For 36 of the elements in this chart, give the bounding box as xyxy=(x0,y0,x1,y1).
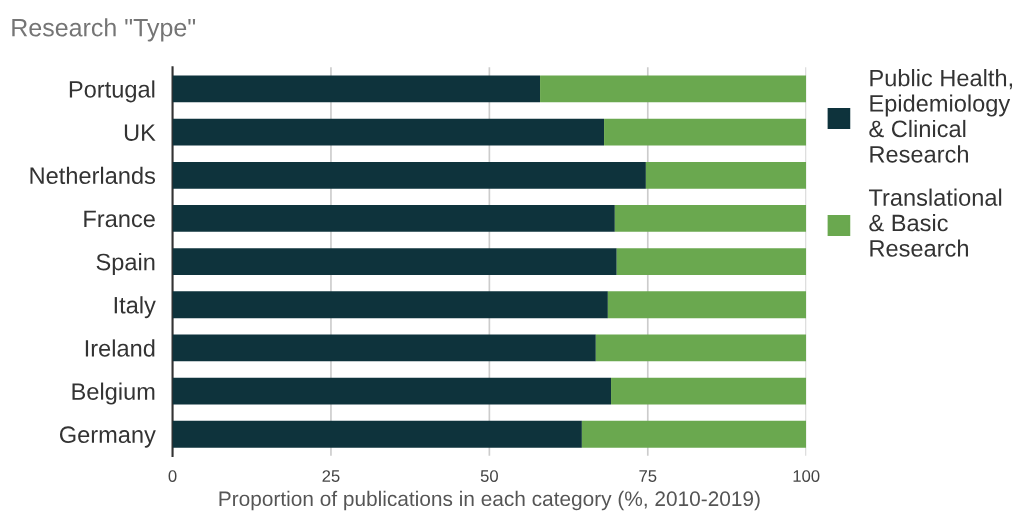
y-tick-label: Germany xyxy=(59,426,156,448)
bar xyxy=(172,248,617,275)
bar xyxy=(172,377,612,405)
y-tick-label: Portugal xyxy=(69,80,155,103)
bar xyxy=(645,161,807,189)
bar xyxy=(611,377,807,405)
y-tick-label: Belgium xyxy=(72,382,155,405)
x-tick-label: 50 xyxy=(480,470,498,482)
x-tick-label: 0 xyxy=(168,470,177,482)
y-tick-label: Ireland xyxy=(85,339,155,357)
x-axis-title: Proportion of publications in each category (%, 2010-2019) xyxy=(219,490,760,511)
bar xyxy=(616,248,807,275)
bar xyxy=(614,205,807,232)
bar xyxy=(604,118,807,146)
legend-label: Public Health, Epidemiology & Clinical Research xyxy=(869,69,1013,163)
bar xyxy=(172,205,615,232)
y-tick-label: France xyxy=(84,210,155,228)
bar xyxy=(172,161,646,189)
bar xyxy=(172,291,608,319)
y-tick-label: Italy xyxy=(114,296,156,319)
bar xyxy=(172,420,582,448)
y-tick-label: UK xyxy=(124,124,156,141)
bar xyxy=(607,291,807,319)
bar xyxy=(595,334,807,362)
chart-title: Research "Type" xyxy=(12,18,196,42)
x-tick-label: 75 xyxy=(639,470,657,482)
bar xyxy=(172,334,596,362)
y-tick-label: Netherlands xyxy=(30,166,156,185)
bar xyxy=(172,118,605,146)
legend-label: Translational & Basic Research xyxy=(868,188,1002,257)
bar xyxy=(172,75,541,103)
x-tick-label: 25 xyxy=(322,470,340,482)
bar xyxy=(581,420,807,448)
x-tick-label: 100 xyxy=(793,470,820,482)
y-tick-label: Spain xyxy=(96,253,155,276)
bar xyxy=(540,75,807,103)
